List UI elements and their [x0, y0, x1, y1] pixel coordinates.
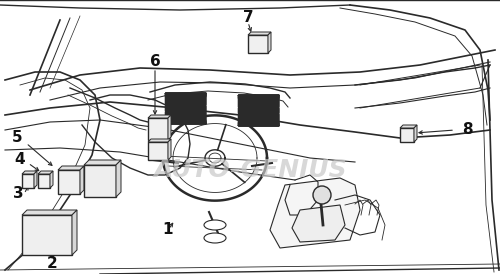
Polygon shape — [22, 210, 77, 215]
Bar — [38, 174, 50, 188]
Polygon shape — [34, 171, 37, 188]
Polygon shape — [414, 125, 417, 142]
Polygon shape — [168, 139, 171, 160]
Text: 5: 5 — [12, 130, 22, 145]
Text: 1: 1 — [163, 222, 173, 238]
Bar — [148, 142, 168, 160]
Polygon shape — [400, 125, 417, 128]
Polygon shape — [50, 171, 53, 188]
Text: 2: 2 — [46, 255, 58, 270]
Polygon shape — [80, 166, 84, 194]
Bar — [248, 35, 268, 53]
Bar — [22, 215, 72, 255]
Bar — [58, 170, 80, 194]
Polygon shape — [270, 178, 360, 248]
Ellipse shape — [204, 220, 226, 230]
Polygon shape — [116, 160, 121, 197]
Ellipse shape — [204, 233, 226, 243]
Polygon shape — [148, 139, 171, 142]
Bar — [84, 165, 116, 197]
Polygon shape — [248, 32, 271, 35]
Polygon shape — [148, 115, 171, 118]
Text: 7: 7 — [242, 10, 254, 25]
Text: AUTO-GENIUS: AUTO-GENIUS — [153, 158, 347, 182]
Polygon shape — [38, 171, 53, 174]
Polygon shape — [268, 32, 271, 53]
Text: 3: 3 — [12, 187, 24, 201]
Polygon shape — [168, 115, 171, 140]
Circle shape — [313, 186, 331, 204]
Bar — [400, 128, 414, 142]
Polygon shape — [84, 160, 121, 165]
Bar — [148, 118, 168, 140]
Bar — [22, 174, 34, 188]
Polygon shape — [72, 210, 77, 255]
Polygon shape — [22, 171, 37, 174]
Polygon shape — [292, 205, 345, 242]
Polygon shape — [58, 166, 84, 170]
Text: 4: 4 — [14, 153, 26, 167]
Text: 6: 6 — [150, 55, 160, 70]
Text: 8: 8 — [462, 122, 472, 138]
